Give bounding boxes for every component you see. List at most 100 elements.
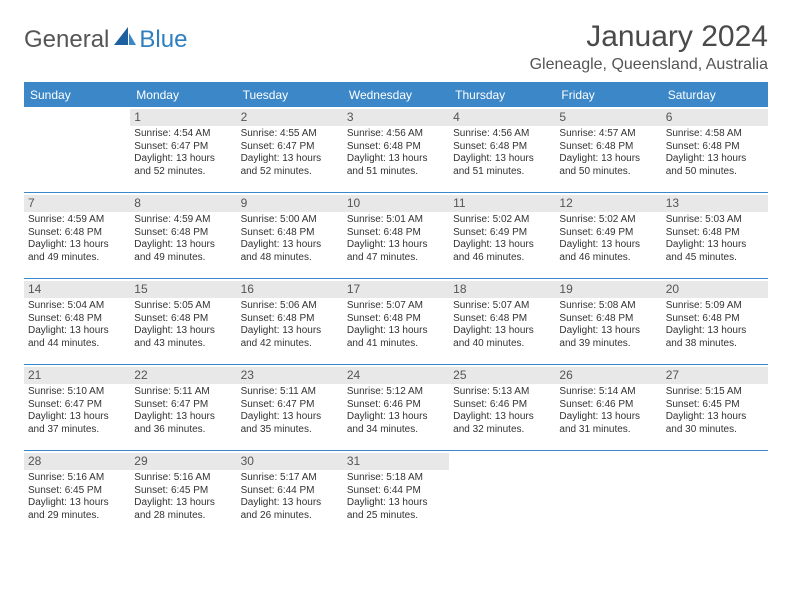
cell-dl2: and 52 minutes.: [134, 166, 232, 179]
cell-sunrise: Sunrise: 5:07 AM: [347, 300, 445, 313]
cell-sunrise: Sunrise: 5:13 AM: [453, 386, 551, 399]
cell-sunset: Sunset: 6:46 PM: [347, 399, 445, 412]
cell-dl1: Daylight: 13 hours: [453, 153, 551, 166]
calendar-cell-blank: [662, 450, 768, 536]
logo-sail-icon: [114, 27, 136, 50]
cell-dl1: Daylight: 13 hours: [453, 411, 551, 424]
cell-sunrise: Sunrise: 5:06 AM: [241, 300, 339, 313]
calendar-cell: 25Sunrise: 5:13 AMSunset: 6:46 PMDayligh…: [449, 364, 555, 450]
cell-sunset: Sunset: 6:49 PM: [453, 227, 551, 240]
cell-sunset: Sunset: 6:48 PM: [453, 141, 551, 154]
day-number: 22: [130, 367, 236, 384]
calendar-cell: 19Sunrise: 5:08 AMSunset: 6:48 PMDayligh…: [555, 278, 661, 364]
cell-sunrise: Sunrise: 4:58 AM: [666, 128, 764, 141]
cell-sunset: Sunset: 6:45 PM: [134, 485, 232, 498]
cell-sunrise: Sunrise: 5:14 AM: [559, 386, 657, 399]
calendar-grid: SundayMondayTuesdayWednesdayThursdayFrid…: [24, 82, 768, 536]
day-number: 8: [130, 195, 236, 212]
day-of-week-header: Thursday: [449, 84, 555, 106]
cell-sunset: Sunset: 6:45 PM: [666, 399, 764, 412]
cell-sunrise: Sunrise: 5:10 AM: [28, 386, 126, 399]
cell-dl2: and 32 minutes.: [453, 424, 551, 437]
cell-dl2: and 49 minutes.: [134, 252, 232, 265]
cell-dl1: Daylight: 13 hours: [666, 239, 764, 252]
cell-sunrise: Sunrise: 5:00 AM: [241, 214, 339, 227]
calendar-cell: 6Sunrise: 4:58 AMSunset: 6:48 PMDaylight…: [662, 106, 768, 192]
calendar-cell: 17Sunrise: 5:07 AMSunset: 6:48 PMDayligh…: [343, 278, 449, 364]
cell-dl1: Daylight: 13 hours: [241, 325, 339, 338]
cell-sunset: Sunset: 6:49 PM: [559, 227, 657, 240]
cell-dl1: Daylight: 13 hours: [241, 239, 339, 252]
cell-dl1: Daylight: 13 hours: [134, 153, 232, 166]
cell-dl2: and 50 minutes.: [666, 166, 764, 179]
cell-sunrise: Sunrise: 5:09 AM: [666, 300, 764, 313]
cell-dl1: Daylight: 13 hours: [347, 325, 445, 338]
cell-sunrise: Sunrise: 4:56 AM: [453, 128, 551, 141]
cell-sunset: Sunset: 6:46 PM: [453, 399, 551, 412]
header: General Blue January 2024 Gleneagle, Que…: [24, 20, 768, 74]
cell-dl1: Daylight: 13 hours: [559, 411, 657, 424]
day-of-week-header: Tuesday: [237, 84, 343, 106]
calendar-cell: 27Sunrise: 5:15 AMSunset: 6:45 PMDayligh…: [662, 364, 768, 450]
cell-sunset: Sunset: 6:47 PM: [134, 399, 232, 412]
cell-dl2: and 28 minutes.: [134, 510, 232, 523]
cell-sunrise: Sunrise: 5:07 AM: [453, 300, 551, 313]
cell-sunset: Sunset: 6:44 PM: [241, 485, 339, 498]
cell-sunrise: Sunrise: 5:04 AM: [28, 300, 126, 313]
cell-dl2: and 51 minutes.: [453, 166, 551, 179]
cell-dl2: and 34 minutes.: [347, 424, 445, 437]
cell-dl2: and 46 minutes.: [453, 252, 551, 265]
cell-dl1: Daylight: 13 hours: [666, 153, 764, 166]
day-number: 9: [237, 195, 343, 212]
day-number: 20: [662, 281, 768, 298]
cell-dl1: Daylight: 13 hours: [134, 325, 232, 338]
logo-text-blue: Blue: [139, 26, 187, 54]
cell-sunset: Sunset: 6:48 PM: [241, 313, 339, 326]
cell-dl2: and 26 minutes.: [241, 510, 339, 523]
cell-dl2: and 38 minutes.: [666, 338, 764, 351]
cell-sunset: Sunset: 6:48 PM: [666, 141, 764, 154]
day-number: 30: [237, 453, 343, 470]
cell-sunrise: Sunrise: 5:02 AM: [453, 214, 551, 227]
cell-dl2: and 25 minutes.: [347, 510, 445, 523]
calendar-cell-blank: [555, 450, 661, 536]
cell-dl2: and 49 minutes.: [28, 252, 126, 265]
cell-sunrise: Sunrise: 5:17 AM: [241, 472, 339, 485]
cell-dl1: Daylight: 13 hours: [453, 325, 551, 338]
calendar-cell: 20Sunrise: 5:09 AMSunset: 6:48 PMDayligh…: [662, 278, 768, 364]
cell-sunrise: Sunrise: 4:59 AM: [134, 214, 232, 227]
day-number: 7: [24, 195, 130, 212]
cell-sunset: Sunset: 6:47 PM: [134, 141, 232, 154]
cell-sunrise: Sunrise: 5:18 AM: [347, 472, 445, 485]
cell-dl1: Daylight: 13 hours: [28, 239, 126, 252]
day-number: 17: [343, 281, 449, 298]
cell-dl1: Daylight: 13 hours: [347, 239, 445, 252]
cell-sunset: Sunset: 6:44 PM: [347, 485, 445, 498]
day-number: 24: [343, 367, 449, 384]
cell-sunset: Sunset: 6:48 PM: [347, 227, 445, 240]
calendar-cell: 5Sunrise: 4:57 AMSunset: 6:48 PMDaylight…: [555, 106, 661, 192]
cell-sunset: Sunset: 6:48 PM: [134, 313, 232, 326]
cell-dl2: and 40 minutes.: [453, 338, 551, 351]
cell-sunrise: Sunrise: 5:15 AM: [666, 386, 764, 399]
cell-dl1: Daylight: 13 hours: [559, 325, 657, 338]
day-number: 10: [343, 195, 449, 212]
cell-dl2: and 30 minutes.: [666, 424, 764, 437]
calendar-cell: 21Sunrise: 5:10 AMSunset: 6:47 PMDayligh…: [24, 364, 130, 450]
cell-sunrise: Sunrise: 5:11 AM: [134, 386, 232, 399]
cell-dl2: and 51 minutes.: [347, 166, 445, 179]
cell-sunrise: Sunrise: 5:03 AM: [666, 214, 764, 227]
cell-sunset: Sunset: 6:48 PM: [666, 227, 764, 240]
cell-dl1: Daylight: 13 hours: [453, 239, 551, 252]
cell-dl2: and 48 minutes.: [241, 252, 339, 265]
day-number: 4: [449, 109, 555, 126]
cell-dl2: and 41 minutes.: [347, 338, 445, 351]
cell-sunrise: Sunrise: 5:02 AM: [559, 214, 657, 227]
calendar-cell: 22Sunrise: 5:11 AMSunset: 6:47 PMDayligh…: [130, 364, 236, 450]
cell-sunrise: Sunrise: 5:01 AM: [347, 214, 445, 227]
calendar-cell: 28Sunrise: 5:16 AMSunset: 6:45 PMDayligh…: [24, 450, 130, 536]
cell-dl1: Daylight: 13 hours: [347, 153, 445, 166]
calendar-cell: 16Sunrise: 5:06 AMSunset: 6:48 PMDayligh…: [237, 278, 343, 364]
day-number: 11: [449, 195, 555, 212]
cell-sunrise: Sunrise: 5:16 AM: [134, 472, 232, 485]
